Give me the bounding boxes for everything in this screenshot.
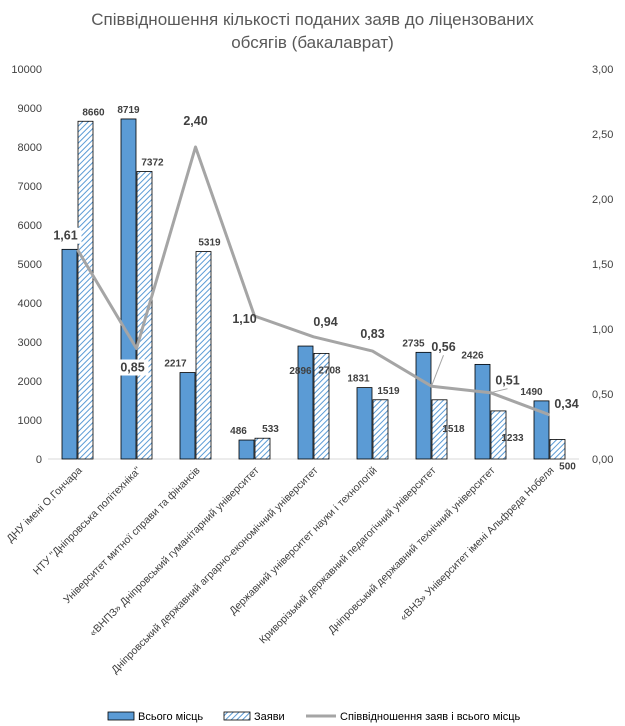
bar-applications bbox=[490, 410, 507, 460]
left-axis-tick-label: 2000 bbox=[18, 376, 42, 388]
data-label-total-places: 2426 bbox=[461, 350, 484, 361]
left-axis-tick-label: 0 bbox=[36, 454, 42, 466]
legend-swatch-applications bbox=[223, 711, 251, 721]
right-axis-tick-label: 0,50 bbox=[592, 389, 613, 401]
legend: Всього місць Заяви Співвідношення заяв і в… bbox=[107, 711, 521, 723]
ratio-data-label: 0,51 bbox=[495, 374, 519, 388]
chart-title-line-2: обсягів (бакалаврат) bbox=[231, 33, 394, 52]
bar-total-places bbox=[356, 387, 373, 460]
left-axis-tick-label: 4000 bbox=[18, 298, 42, 310]
ratio-data-label: 0,56 bbox=[431, 340, 455, 354]
ratio-label-bg bbox=[116, 359, 149, 376]
data-label-applications: 500 bbox=[559, 462, 576, 473]
data-label-total-places: 2896 bbox=[289, 366, 312, 377]
bar-total-places bbox=[179, 372, 196, 460]
right-axis-tick-label: 1,50 bbox=[592, 259, 613, 271]
left-axis-tick-label: 8000 bbox=[18, 142, 42, 154]
ratio-line bbox=[76, 145, 551, 417]
bar-total-places bbox=[415, 351, 432, 460]
left-axis-tick-label: 9000 bbox=[18, 103, 42, 115]
data-label-applications: 2708 bbox=[318, 365, 341, 376]
legend-label-total-places: Всього місць bbox=[138, 711, 203, 723]
ratio-data-label: 1,61 bbox=[53, 229, 77, 243]
bars bbox=[61, 118, 566, 460]
ratio-data-label: 0,85 bbox=[120, 361, 144, 375]
bar-applications bbox=[431, 399, 448, 460]
ratio-label-leader bbox=[490, 388, 508, 394]
right-axis-tick-label: 2,00 bbox=[592, 194, 613, 206]
left-axis-tick-label: 1000 bbox=[18, 415, 42, 427]
bar-total-places bbox=[120, 118, 137, 460]
data-label-applications: 5319 bbox=[198, 238, 221, 249]
right-axis-tick-label: 0,00 bbox=[592, 454, 613, 466]
category-label: Дніпровський державний аграрно-економічн… bbox=[109, 465, 321, 677]
left-axis-tick-label: 5000 bbox=[18, 259, 42, 271]
legend-label-applications: Заяви bbox=[254, 711, 285, 723]
left-axis-tick-label: 6000 bbox=[18, 220, 42, 232]
data-label-applications: 1233 bbox=[501, 433, 524, 444]
data-label-applications: 8660 bbox=[82, 107, 105, 118]
ratio-data-label: 1,10 bbox=[232, 312, 256, 326]
data-label-total-places: 486 bbox=[230, 426, 247, 437]
data-label-applications: 1518 bbox=[442, 424, 465, 435]
data-label-total-places: 1831 bbox=[347, 374, 370, 385]
bar-total-places bbox=[297, 345, 314, 460]
bar-applications bbox=[77, 120, 94, 460]
right-axis-tick-label: 2,50 bbox=[592, 129, 613, 141]
bar-total-places bbox=[474, 363, 491, 460]
data-label-total-places: 2217 bbox=[164, 359, 187, 370]
data-label-total-places: 2735 bbox=[402, 338, 425, 349]
data-label-total-places: 8719 bbox=[117, 105, 140, 116]
right-axis-tick-label: 3,00 bbox=[592, 64, 613, 76]
ratio-data-label: 0,34 bbox=[554, 397, 578, 411]
ratio-label-bg bbox=[49, 227, 82, 244]
ratio-line-group bbox=[76, 145, 551, 417]
data-label-applications: 533 bbox=[262, 424, 279, 435]
bar-applications bbox=[549, 439, 566, 460]
bar-applications bbox=[195, 251, 212, 460]
bar-applications bbox=[254, 437, 271, 460]
data-label-total-places: 1490 bbox=[520, 387, 543, 398]
left-axis-tick-label: 3000 bbox=[18, 337, 42, 349]
bar-applications bbox=[372, 399, 389, 460]
data-labels: 5376866087197372221753194865332896270818… bbox=[49, 105, 579, 473]
legend-label-ratio: Співвідношення заяв і всього місць bbox=[340, 711, 521, 723]
bar-applications bbox=[136, 171, 153, 460]
ratio-data-label: 2,40 bbox=[183, 114, 207, 128]
bar-total-places bbox=[61, 248, 78, 460]
ratio-data-label: 0,83 bbox=[360, 327, 384, 341]
ratio-label-leader bbox=[431, 355, 444, 387]
data-label-applications: 1519 bbox=[377, 386, 400, 397]
chart-title: Співвідношення кількості поданих заяв до… bbox=[0, 8, 625, 54]
data-label-applications: 7372 bbox=[141, 157, 164, 168]
chart-title-line-1: Співвідношення кількості поданих заяв до… bbox=[91, 10, 534, 29]
bar-total-places bbox=[533, 400, 550, 460]
left-axis-tick-label: 10000 bbox=[11, 64, 42, 76]
legend-swatch-total-places bbox=[107, 711, 135, 721]
left-axis-tick-label: 7000 bbox=[18, 181, 42, 193]
bar-applications bbox=[313, 352, 330, 460]
ratio-data-label: 0,94 bbox=[313, 315, 337, 329]
bar-total-places bbox=[238, 439, 255, 460]
category-label: НТУ "Дніпровська політехніка" bbox=[31, 464, 144, 577]
right-axis-tick-label: 1,00 bbox=[592, 324, 613, 336]
